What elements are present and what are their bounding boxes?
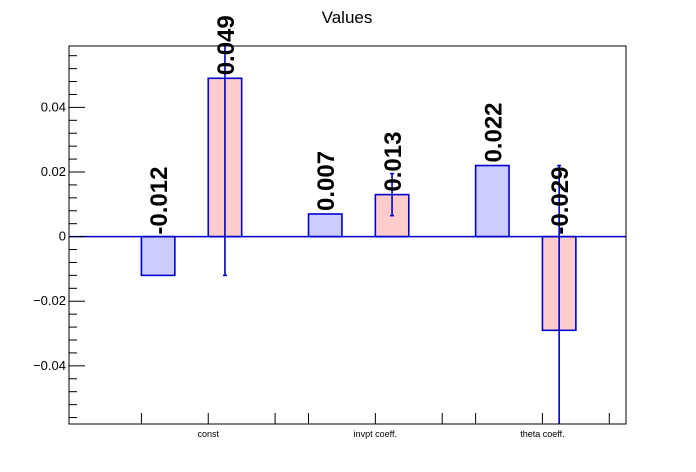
- error-bar-1-2: [557, 164, 562, 424]
- data-label-0-1: 0.007: [313, 151, 340, 211]
- y-tick-label-2: 0: [59, 229, 66, 244]
- x-tick-label-2: theta coeff.: [520, 429, 564, 439]
- plot-frame: [68, 45, 627, 425]
- y-tick-label-0: −0.04: [33, 358, 66, 373]
- error-bar-1-1: [390, 172, 395, 217]
- chart-title: Values: [322, 8, 373, 27]
- bar-0-1: [307, 213, 343, 238]
- data-label-1-2: -0.029: [547, 167, 574, 235]
- y-tick-label-4: 0.04: [41, 99, 66, 114]
- data-label-0-2: 0.022: [480, 102, 507, 162]
- bar-0-0: [140, 235, 176, 277]
- data-label-1-1: 0.013: [380, 132, 407, 192]
- y-tick-label-3: 0.02: [41, 164, 66, 179]
- y-tick-label-1: −0.02: [33, 293, 66, 308]
- bar-0-2: [474, 164, 510, 238]
- x-tick-label-0: const: [197, 429, 219, 439]
- x-tick-label-1: invpt coeff.: [354, 429, 397, 439]
- data-label-0-0: -0.012: [146, 167, 173, 235]
- data-label-1-0: 0.049: [213, 15, 240, 75]
